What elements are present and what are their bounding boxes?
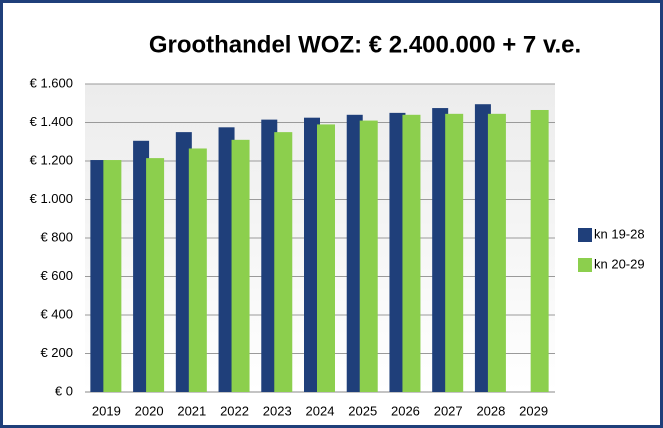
y-tick-label: € 0 xyxy=(55,383,73,398)
y-tick-label: € 1.000 xyxy=(30,191,73,206)
legend-label: kn 19-28 xyxy=(594,226,645,241)
bar xyxy=(389,112,406,392)
x-tick-label: 2024 xyxy=(306,403,335,418)
bar xyxy=(359,120,378,392)
bar xyxy=(402,114,421,393)
bar xyxy=(188,148,207,392)
x-tick-label: 2021 xyxy=(177,403,206,418)
y-tick-label: € 200 xyxy=(40,345,73,360)
y-tick-label: € 1.600 xyxy=(30,75,73,90)
bar xyxy=(304,117,320,392)
bar xyxy=(133,140,150,392)
bar xyxy=(432,108,449,392)
x-tick-label: 2028 xyxy=(476,403,505,418)
bar xyxy=(317,124,335,393)
x-tick-label: 2023 xyxy=(263,403,292,418)
x-tick-label: 2026 xyxy=(391,403,420,418)
y-tick-label: € 1.200 xyxy=(30,152,73,167)
chart-title: Groothandel WOZ: € 2.400.000 + 7 v.e. xyxy=(149,31,581,58)
legend-swatch xyxy=(578,228,592,242)
y-tick-label: € 1.400 xyxy=(30,114,73,129)
x-tick-label: 2020 xyxy=(135,403,164,418)
bar xyxy=(346,114,363,393)
bar xyxy=(146,158,165,392)
bar xyxy=(261,119,278,393)
y-tick-label: € 400 xyxy=(40,306,73,321)
bar xyxy=(530,109,549,393)
bar xyxy=(231,139,250,392)
bar xyxy=(445,113,464,393)
y-tick-label: € 800 xyxy=(40,229,73,244)
bar xyxy=(218,127,235,392)
bar xyxy=(90,160,107,392)
bar xyxy=(474,104,491,393)
bar xyxy=(487,113,506,393)
x-tick-label: 2019 xyxy=(92,403,121,418)
bar xyxy=(274,132,293,392)
legend-label: kn 20-29 xyxy=(594,256,645,271)
x-tick-label: 2027 xyxy=(434,403,463,418)
bar xyxy=(103,160,122,392)
y-tick-label: € 600 xyxy=(40,268,73,283)
legend-swatch xyxy=(578,258,592,272)
bar xyxy=(175,132,192,392)
x-tick-label: 2025 xyxy=(348,403,377,418)
x-tick-label: 2029 xyxy=(519,403,548,418)
x-tick-label: 2022 xyxy=(220,403,249,418)
